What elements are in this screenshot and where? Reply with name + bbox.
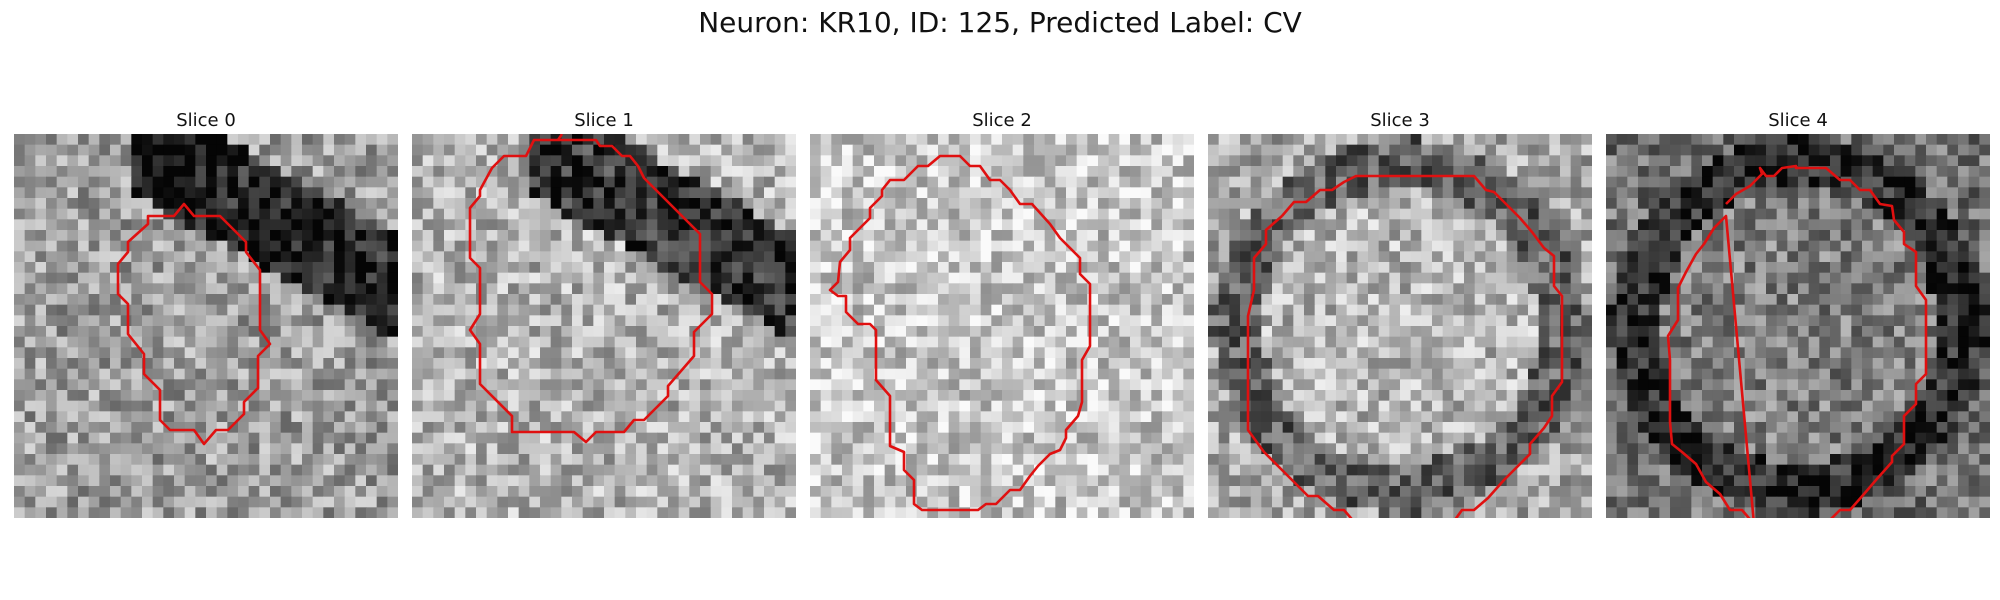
pixel-grid <box>1208 134 1592 518</box>
slice-panel-2: Slice 2 <box>810 110 1194 520</box>
pixel-grid <box>1606 134 1990 518</box>
segmentation-contour <box>1246 174 1564 518</box>
slice-title-0: Slice 0 <box>176 110 236 131</box>
slice-panel-1: Slice 1 <box>412 110 796 520</box>
segmentation-contour <box>828 154 1092 512</box>
slice-image-4 <box>1606 134 1990 518</box>
slice-image-3 <box>1208 134 1592 518</box>
slice-panel-0: Slice 0 <box>14 110 398 520</box>
segmentation-contour <box>116 202 272 446</box>
slice-title-4: Slice 4 <box>1768 110 1828 131</box>
slice-image-1 <box>412 134 796 518</box>
slice-title-1: Slice 1 <box>574 110 634 131</box>
pixel-grid <box>810 134 1194 518</box>
pixel-grid <box>14 134 398 518</box>
slice-image-0 <box>14 134 398 518</box>
pixel-grid <box>412 134 796 518</box>
segmentation-contour <box>468 134 714 444</box>
slice-panel-3: Slice 3 <box>1208 110 1592 520</box>
slice-panel-4: Slice 4 <box>1606 110 1990 520</box>
slice-image-2 <box>810 134 1194 518</box>
slice-title-2: Slice 2 <box>972 110 1032 131</box>
slice-title-3: Slice 3 <box>1370 110 1430 131</box>
figure-title: Neuron: KR10, ID: 125, Predicted Label: … <box>698 6 1302 39</box>
segmentation-contour <box>1666 164 1928 518</box>
